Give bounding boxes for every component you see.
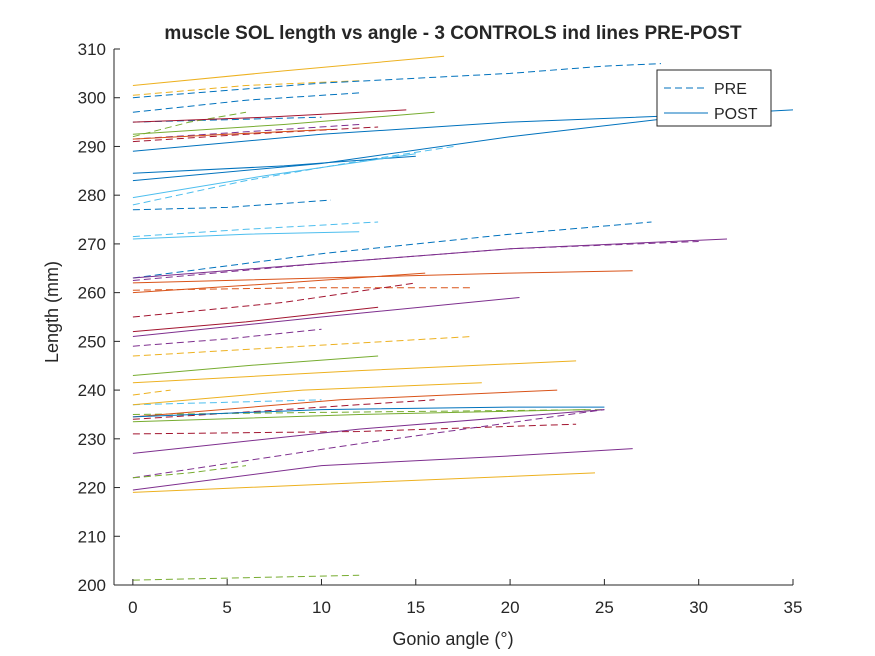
- x-tick-label-10: 10: [312, 598, 331, 617]
- x-tick-label-30: 30: [689, 598, 708, 617]
- post-line-45: [132, 448, 633, 491]
- pre-line-17: [132, 399, 322, 406]
- pre-line-18: [132, 399, 435, 420]
- pre-line-6: [132, 124, 360, 140]
- post-line-32: [132, 231, 360, 240]
- y-tick-label-300: 300: [78, 89, 106, 108]
- pre-line-8: [132, 199, 331, 211]
- post-line-34: [132, 270, 633, 284]
- pre-line-22: [132, 465, 247, 479]
- post-line-25: [132, 109, 407, 123]
- pre-line-11: [132, 241, 699, 281]
- x-tick-label-25: 25: [595, 598, 614, 617]
- y-tick-label-240: 240: [78, 381, 106, 400]
- post-line-33: [132, 238, 728, 279]
- post-line-40: [132, 382, 482, 406]
- y-tick-label-260: 260: [78, 284, 106, 303]
- post-line-35: [132, 272, 426, 294]
- post-line-29: [132, 114, 699, 182]
- pre-line-2: [132, 92, 360, 113]
- chart-title: muscle SOL length vs angle - 3 CONTROLS …: [164, 23, 742, 44]
- post-line-42: [132, 406, 605, 418]
- y-tick-label-290: 290: [78, 137, 106, 156]
- y-tick-label-270: 270: [78, 235, 106, 254]
- post-line-38: [132, 355, 379, 376]
- pre-line-7: [132, 146, 454, 206]
- post-line-27: [132, 128, 331, 140]
- pre-line-23: [132, 574, 360, 581]
- post-line-46: [132, 472, 596, 493]
- legend-box: [656, 69, 772, 127]
- post-line-39: [132, 360, 577, 384]
- post-line-24: [132, 55, 445, 86]
- y-tick-label-250: 250: [78, 332, 106, 351]
- x-tick-label-0: 0: [128, 598, 137, 617]
- tick-layer: 0 5 10 15 20 25 30 35 200 210 220 230 240 250 260 270 28…: [78, 40, 803, 617]
- post-line-30: [132, 155, 416, 174]
- legend-label-post: POST: [714, 106, 758, 123]
- y-tick-label-310: 310: [78, 40, 106, 59]
- legend-label-pre: PRE: [714, 81, 747, 98]
- pre-line-1: [132, 63, 662, 99]
- pre-line-15: [132, 328, 322, 347]
- post-line-44: [132, 409, 605, 454]
- x-tick-label-5: 5: [222, 598, 231, 617]
- x-tick-label-35: 35: [784, 598, 803, 617]
- pre-line-19: [132, 423, 577, 435]
- pre-line-13: [132, 282, 416, 318]
- post-line-36: [132, 297, 520, 337]
- post-line-26: [132, 111, 435, 135]
- x-tick-label-20: 20: [501, 598, 520, 617]
- pre-line-4: [132, 111, 247, 138]
- pre-line-20: [132, 409, 605, 415]
- y-tick-label-230: 230: [78, 430, 106, 449]
- y-tick-label-200: 200: [78, 576, 106, 595]
- x-axis-label: Gonio angle (°): [392, 629, 513, 649]
- pre-line-5: [132, 126, 379, 143]
- y-tick-label-280: 280: [78, 186, 106, 205]
- post-line-41: [132, 389, 558, 418]
- x-tick-label-15: 15: [406, 598, 425, 617]
- pre-line-14: [132, 336, 473, 357]
- post-line-43: [132, 409, 586, 423]
- pre-line-9: [132, 221, 379, 238]
- post-line-37: [132, 306, 379, 333]
- pre-line-3: [132, 116, 322, 123]
- y-axis-label: Length (mm): [42, 261, 62, 363]
- legend: PRE POST: [656, 69, 772, 127]
- series-layer: [132, 55, 794, 581]
- pre-line-16: [132, 389, 171, 396]
- pre-line-0: [132, 80, 360, 96]
- y-tick-label-220: 220: [78, 479, 106, 498]
- post-line-31: [132, 153, 416, 199]
- y-tick-label-210: 210: [78, 527, 106, 546]
